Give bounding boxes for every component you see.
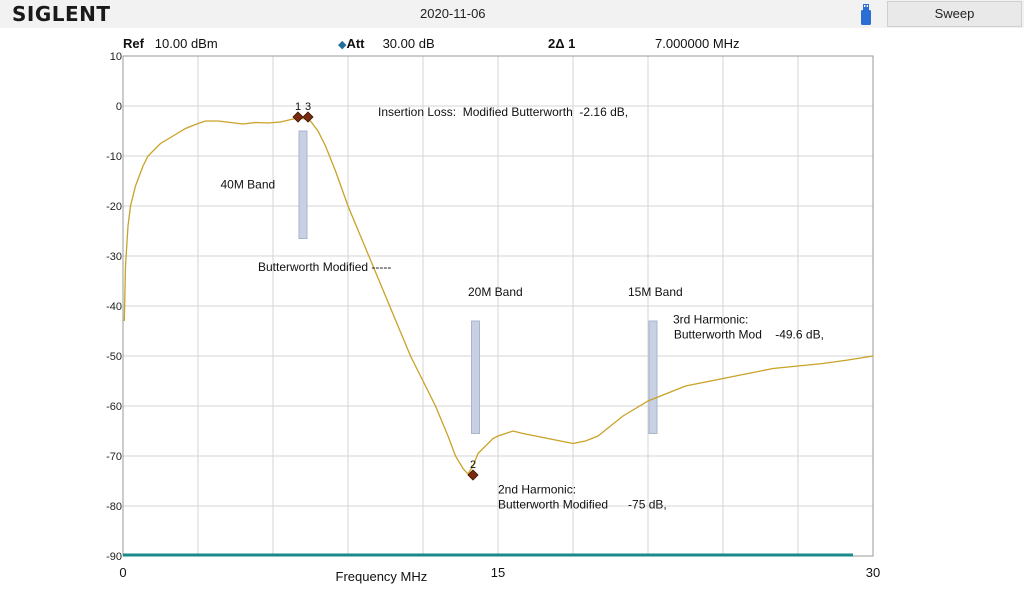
att-value: 30.00 dB	[382, 36, 435, 51]
marker-diamond-1	[292, 111, 304, 123]
marker-delta-value: 7.000000 MHz	[655, 36, 740, 51]
attenuation: ◆Att 30.00 dB	[338, 36, 435, 51]
y-tick-label: 10	[110, 51, 122, 63]
y-tick-label: 0	[116, 101, 122, 113]
marker-label-2: 2	[470, 459, 476, 471]
brand-logo: SIGLENT	[12, 2, 111, 26]
band-marker-box	[298, 130, 308, 239]
marker-diamond-3	[302, 111, 314, 123]
y-tick-label: -20	[106, 201, 122, 213]
sweep-button[interactable]: Sweep	[887, 1, 1022, 27]
y-tick-label: -50	[106, 351, 122, 363]
marker-readout-value: 7.000000 MHz	[655, 36, 740, 51]
x-tick-label: 15	[491, 565, 505, 580]
ref-label: Ref	[123, 36, 144, 51]
marker-readout-label: 2Δ 1	[548, 36, 575, 51]
x-tick-label: 30	[866, 565, 880, 580]
band-marker-box	[648, 320, 658, 434]
annotation-text: 3rd Harmonic:	[673, 313, 748, 327]
y-tick-label: -10	[106, 151, 122, 163]
date-label: 2020-11-06	[420, 6, 486, 21]
y-tick-label: -40	[106, 301, 122, 313]
annotation-text: 15M Band	[628, 285, 683, 299]
top-bar: SIGLENT 2020-11-06 Sweep	[0, 0, 1024, 28]
marker-delta-label: 2Δ 1	[548, 36, 576, 51]
annotation-text: 2nd Harmonic:	[498, 483, 576, 497]
marker-label-3: 3	[305, 101, 311, 113]
annotation-text: 40M Band	[221, 178, 276, 192]
ref-level: Ref 10.00 dBm	[123, 36, 218, 51]
spectrum-trace	[123, 117, 874, 476]
annotation-text: Insertion Loss: Modified Butterworth -2.…	[378, 105, 628, 119]
band-marker-box	[471, 320, 480, 434]
x-tick-label: 0	[119, 565, 126, 580]
marker-diamond-2	[467, 469, 479, 481]
annotation-text: Butterworth Modified -----	[258, 260, 391, 274]
y-tick-label: -80	[106, 501, 122, 513]
marker-label-1: 1	[295, 101, 301, 113]
y-tick-label: -60	[106, 401, 122, 413]
att-diamond-icon: ◆	[338, 39, 347, 51]
y-tick-label: -30	[106, 251, 122, 263]
annotation-text: 20M Band	[468, 285, 523, 299]
y-tick-label: -90	[106, 551, 122, 563]
usb-icon	[861, 4, 871, 25]
x-axis-label: Frequency MHz	[336, 569, 428, 584]
annotation-text: Butterworth Modified -75 dB,	[498, 498, 667, 512]
ref-value: 10.00 dBm	[154, 36, 218, 51]
y-tick-label: -70	[106, 451, 122, 463]
annotation-text: Butterworth Mod -49.6 dB,	[671, 328, 824, 342]
att-label: Att	[346, 36, 365, 51]
